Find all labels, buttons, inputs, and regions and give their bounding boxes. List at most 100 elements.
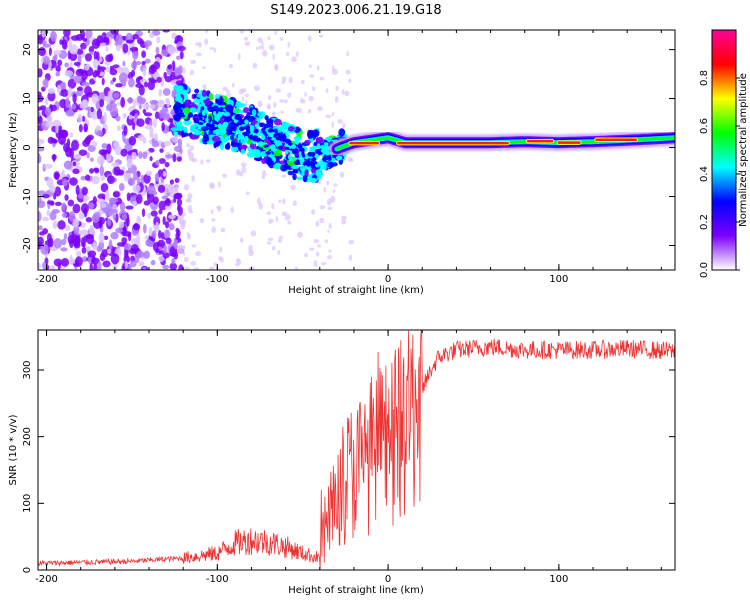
spectrogram-frame <box>37 29 676 271</box>
noise-blob <box>173 67 181 77</box>
noise-blob <box>93 50 98 61</box>
noise-blob <box>106 143 112 155</box>
faint-dot <box>316 65 320 71</box>
faint-dot <box>267 94 272 101</box>
noise-blob <box>148 226 153 237</box>
ridge-highlight <box>198 112 203 117</box>
faint-dot <box>275 88 281 93</box>
faint-dot <box>236 258 242 266</box>
noise-blob <box>126 217 130 227</box>
noise-blob <box>70 35 80 41</box>
noise-blob <box>126 97 134 104</box>
noise-blob <box>179 50 184 60</box>
snr-panel: -200 -100 0 100 0 100 200 300 Height of straig… <box>8 329 676 596</box>
noise-blob <box>74 256 83 267</box>
noise-blob <box>69 147 74 159</box>
noise-blob <box>120 148 128 157</box>
colorbar: 0.0 0.2 0.4 0.6 0.8 Normalized spectral ampl… <box>699 29 749 278</box>
faint-dot <box>211 218 216 222</box>
ridge-blob <box>243 106 249 114</box>
noise-blob <box>72 93 77 104</box>
faint-dot <box>191 244 197 248</box>
noise-blob <box>167 45 176 55</box>
faint-dot <box>195 52 202 57</box>
noise-blob <box>41 40 47 45</box>
noise-blob <box>41 30 46 38</box>
ridge-highlight <box>301 150 305 157</box>
noise-blob <box>174 177 180 183</box>
noise-blob <box>105 66 110 73</box>
ridge-blob <box>266 118 274 125</box>
colorbar-tick-label: 0.4 <box>699 166 710 182</box>
noise-blob <box>55 124 59 134</box>
faint-dot <box>331 112 335 117</box>
noise-blob <box>78 149 88 156</box>
noise-blob <box>90 106 94 113</box>
noise-blob <box>69 52 78 62</box>
faint-dot <box>248 244 253 252</box>
noise-blob <box>128 135 137 146</box>
noise-blob <box>68 211 76 222</box>
noise-blob <box>115 83 123 88</box>
noise-blob <box>98 149 108 156</box>
noise-blob <box>132 184 141 193</box>
noise-blob <box>165 204 172 210</box>
faint-dot <box>291 56 297 62</box>
noise-blob <box>132 200 137 207</box>
noise-blob <box>100 202 107 208</box>
ridge-highlight <box>217 123 222 129</box>
faint-dot <box>209 182 215 190</box>
noise-blob <box>164 229 170 239</box>
faint-dot <box>274 63 278 70</box>
faint-dot <box>345 69 351 75</box>
ridge-blob <box>280 164 288 172</box>
ridge-blob <box>214 94 221 99</box>
noise-blob <box>170 71 176 78</box>
faint-dot <box>319 217 325 224</box>
noise-blob <box>169 179 175 185</box>
faint-dot <box>230 206 235 214</box>
colorbar-ticks: 0.0 0.2 0.4 0.6 0.8 <box>699 70 740 278</box>
faint-dot <box>334 96 339 103</box>
ridge-highlight <box>294 160 301 166</box>
noise-blob <box>47 88 56 95</box>
ridge-blob <box>292 173 297 181</box>
noise-blob <box>147 213 151 219</box>
noise-blob <box>84 86 93 97</box>
noise-blob <box>146 185 156 195</box>
noise-blob <box>38 115 43 125</box>
noise-blob <box>119 201 126 212</box>
ridge-highlight <box>313 145 318 149</box>
noise-blob <box>47 237 54 248</box>
noise-blob <box>162 30 171 33</box>
noise-blob <box>44 96 49 106</box>
noise-blob <box>105 54 113 63</box>
faint-dot <box>220 227 226 233</box>
faint-dot <box>325 114 332 118</box>
noise-blob <box>109 209 118 214</box>
faint-dot <box>281 174 287 178</box>
noise-blob <box>145 42 149 50</box>
faint-dot <box>244 36 248 41</box>
faint-dot <box>324 239 329 244</box>
x-tick-label: -100 <box>206 574 229 585</box>
faint-dot <box>190 59 196 65</box>
noise-blob <box>92 242 98 251</box>
noise-blob <box>64 194 69 201</box>
colorbar-tick-label: 0.8 <box>699 70 710 86</box>
noise-blob <box>136 233 141 244</box>
snr-series-line <box>38 330 675 570</box>
faint-dot <box>266 211 272 215</box>
noise-blob <box>162 88 171 96</box>
noise-blob <box>86 234 95 245</box>
faint-dot <box>348 78 352 83</box>
snr-x-ticks: -200 -100 0 100 <box>35 330 662 585</box>
noise-blob <box>138 150 143 159</box>
noise-blob <box>161 49 169 57</box>
faint-dot <box>189 145 195 151</box>
ridge-highlight <box>325 151 331 156</box>
faint-dot <box>273 101 277 108</box>
noise-blob <box>63 30 71 37</box>
ridge-blob <box>230 141 238 148</box>
noise-blob <box>178 264 184 270</box>
